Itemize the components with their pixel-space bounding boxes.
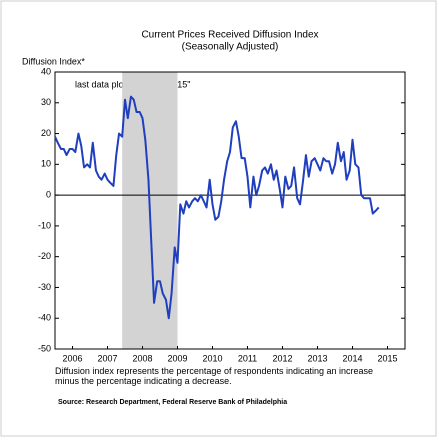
x-tick-label: 2011 (238, 353, 257, 363)
y-axis-title: Diffusion Index* (22, 56, 85, 66)
chart-title: Current Prices Received Diffusion Index (141, 30, 318, 41)
chart-subtitle: (Seasonally Adjusted) (182, 42, 279, 53)
data-line (54, 95, 380, 320)
y-tick-label: 30 (41, 97, 51, 107)
y-tick-label: -40 (38, 313, 51, 323)
y-tick-label: -30 (38, 282, 51, 292)
y-tick-label: 10 (41, 159, 51, 169)
frame (0, 0, 437, 437)
x-tick-label: 2007 (97, 353, 117, 363)
y-tick-label: 40 (41, 66, 51, 76)
x-tick-label: 2015 (377, 353, 397, 363)
source: Source: Research Department, Federal Res… (58, 399, 287, 406)
x-tick-label: 2009 (167, 353, 187, 363)
x-tick-label: 2006 (62, 353, 82, 363)
plot-frame (54, 71, 406, 350)
x-tick-label: 2010 (202, 353, 222, 363)
y-tick-label: -50 (38, 343, 51, 353)
y-tick-label: 0 (46, 189, 51, 199)
y-tick-label: 20 (41, 128, 51, 138)
y-tick-label: -10 (38, 220, 51, 230)
x-tick-label: 2014 (342, 353, 362, 363)
x-tick-label: 2013 (307, 353, 327, 363)
footnote: Diffusion index represents the percentag… (55, 366, 374, 386)
x-tick-label: 2008 (132, 353, 152, 363)
footnote-box: Diffusion index represents the percentag… (55, 366, 374, 386)
x-tick-label: 2012 (272, 353, 292, 363)
y-tick-label: -20 (38, 251, 51, 261)
